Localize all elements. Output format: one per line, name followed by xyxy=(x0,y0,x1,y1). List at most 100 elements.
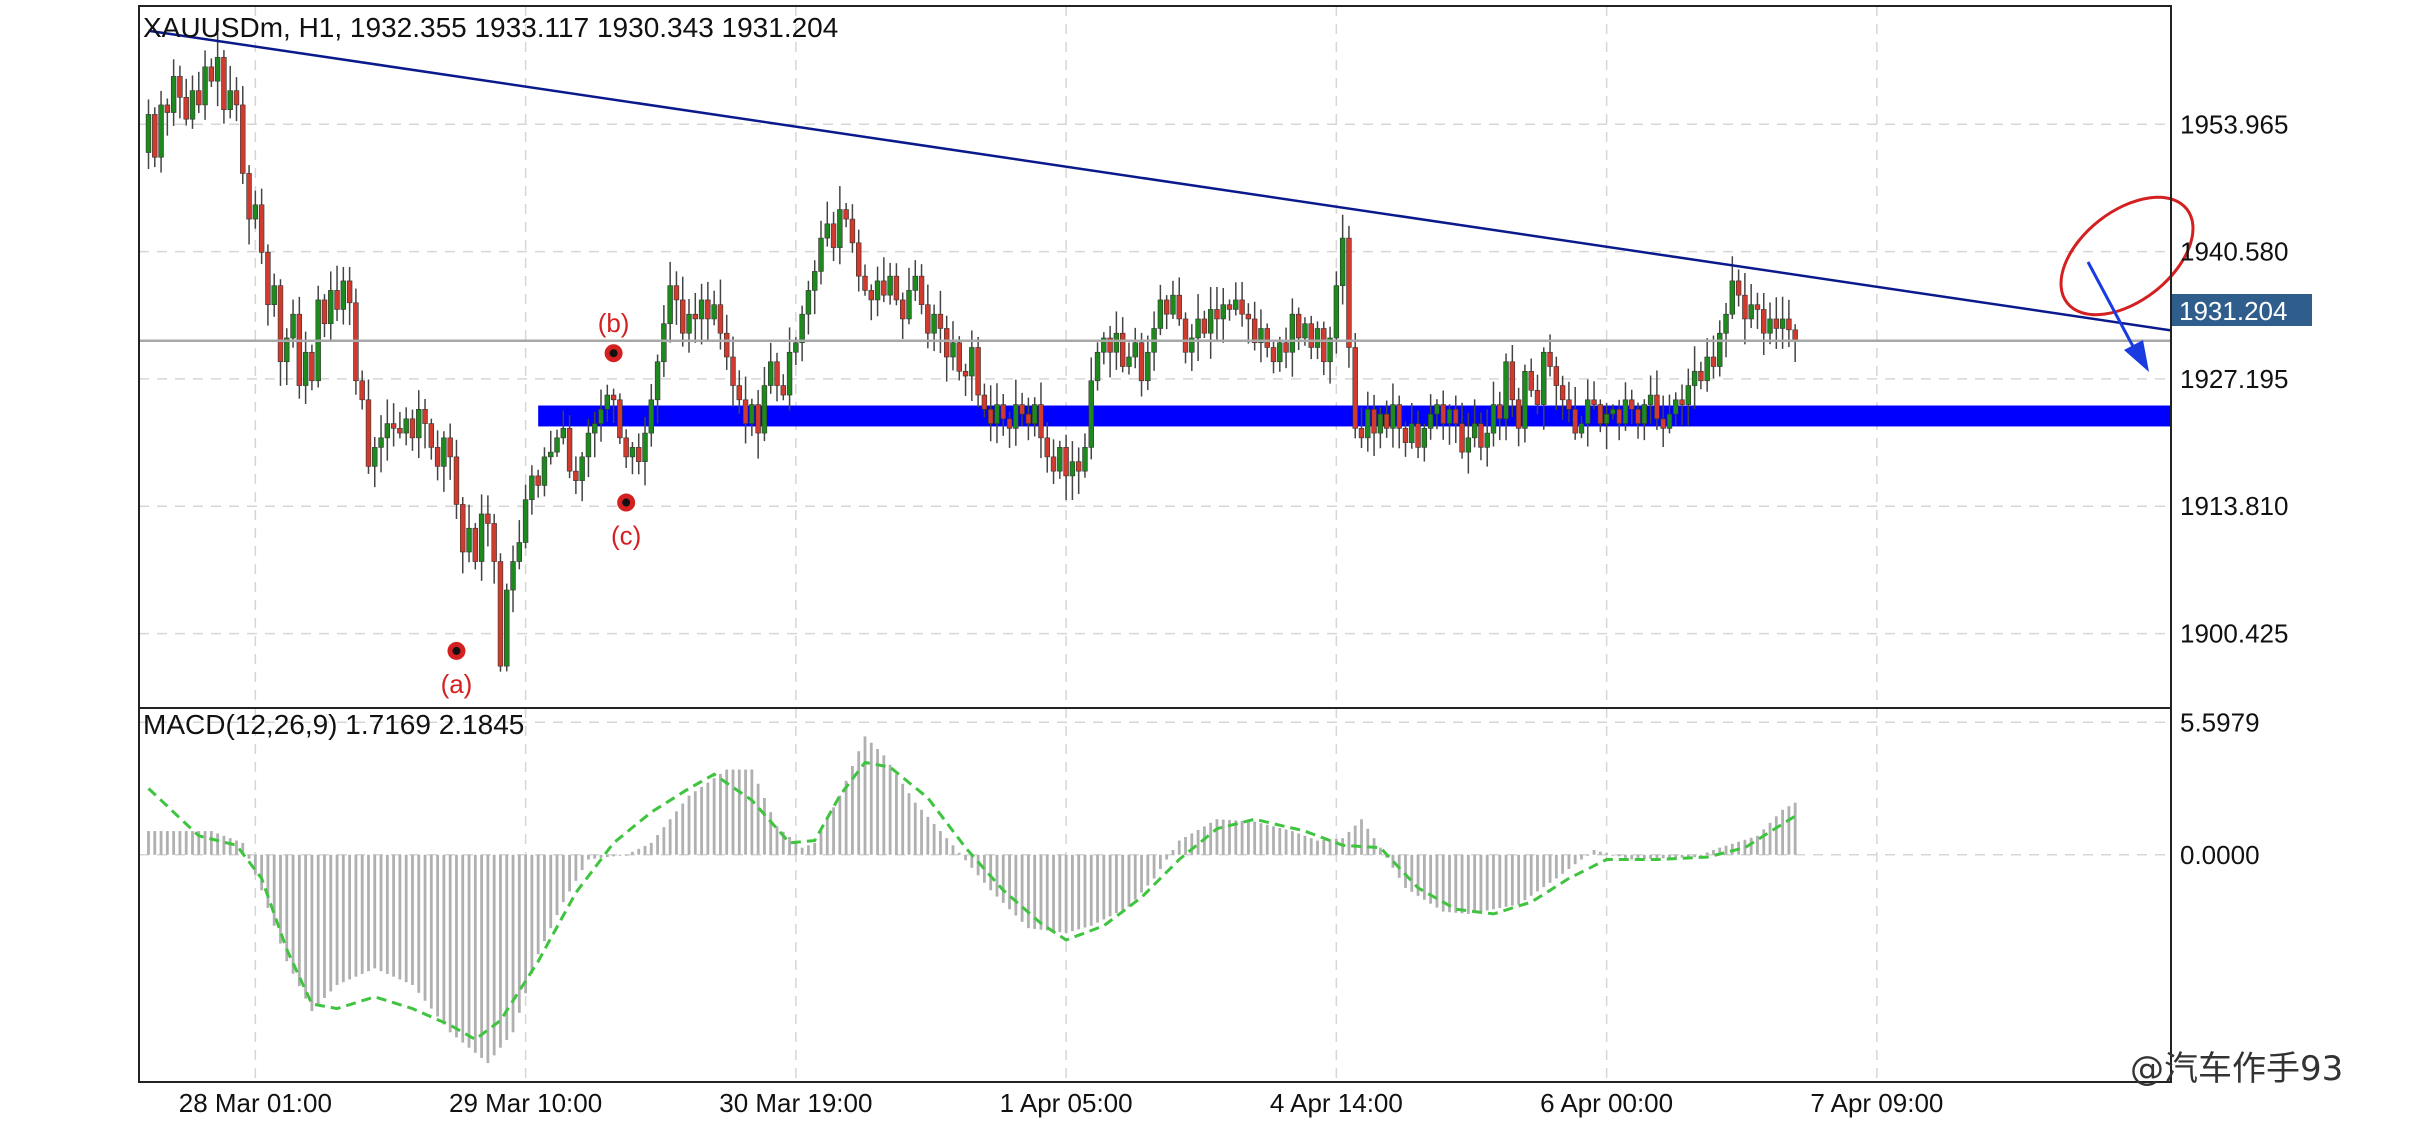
candle xyxy=(1006,411,1013,448)
candle xyxy=(227,65,233,119)
macd-bar xyxy=(530,854,534,974)
macd-bar xyxy=(379,854,383,972)
candle-body xyxy=(1541,351,1547,405)
macd-bar xyxy=(1756,835,1759,855)
candle xyxy=(409,409,416,451)
macd-bar xyxy=(1793,802,1797,855)
candle xyxy=(284,328,290,386)
candle xyxy=(252,190,259,229)
wave-label: (c) xyxy=(611,521,641,551)
macd-bar xyxy=(1133,854,1137,900)
candle xyxy=(1691,346,1698,409)
candle xyxy=(994,383,1000,444)
macd-bar xyxy=(1510,854,1514,906)
candle xyxy=(799,305,805,362)
trendline xyxy=(148,29,2172,332)
candle-body xyxy=(196,90,202,106)
candle xyxy=(529,465,535,515)
candle-body xyxy=(365,399,372,467)
macd-bar xyxy=(1246,821,1250,855)
macd-bar xyxy=(744,769,747,855)
macd-bar xyxy=(1668,854,1671,859)
macd-bar xyxy=(869,742,873,855)
candle-body xyxy=(648,399,655,434)
candle xyxy=(1019,392,1025,426)
candle-body xyxy=(717,304,724,334)
candle xyxy=(485,495,491,547)
candle-body xyxy=(1515,399,1522,429)
macd-bar xyxy=(662,827,666,855)
macd-bar xyxy=(291,854,295,974)
macd-bar xyxy=(1077,854,1081,930)
candle-body xyxy=(265,252,271,305)
candle-body xyxy=(1295,313,1302,339)
candle xyxy=(893,263,900,306)
candle-body xyxy=(372,447,378,467)
macd-bar xyxy=(367,854,370,972)
candle xyxy=(1119,317,1126,373)
candle-body xyxy=(937,313,944,329)
candle-body xyxy=(1138,342,1145,382)
candle-body xyxy=(1157,299,1164,329)
candle-body xyxy=(654,361,661,401)
candle-body xyxy=(1396,404,1402,429)
candle-body xyxy=(1201,318,1208,334)
macd-bar xyxy=(737,769,741,855)
macd-bar xyxy=(1171,850,1175,855)
candle xyxy=(629,441,636,475)
candle-body xyxy=(1082,447,1088,472)
candle-body xyxy=(711,304,717,320)
candle xyxy=(1792,324,1798,363)
candle xyxy=(617,393,623,445)
macd-bar xyxy=(700,786,703,855)
macd-bar xyxy=(1429,854,1433,904)
candle-body xyxy=(1113,332,1120,353)
candle xyxy=(365,379,372,474)
candle xyxy=(453,439,460,520)
candle xyxy=(812,260,818,315)
candle xyxy=(1233,282,1239,316)
wave-label: (a) xyxy=(441,669,473,699)
candle-body xyxy=(893,275,900,301)
candle-body xyxy=(1352,347,1358,429)
candle xyxy=(1063,434,1069,500)
candle-body xyxy=(1044,437,1050,458)
macd-bar xyxy=(1548,854,1552,883)
macd-bar xyxy=(1114,854,1118,914)
candle xyxy=(1138,332,1145,397)
candle-body xyxy=(636,447,642,462)
macd-bar xyxy=(920,809,923,855)
candle-body xyxy=(1245,313,1252,320)
macd-bar xyxy=(763,797,766,855)
macd-bar xyxy=(1027,854,1030,929)
time-tick-label: 1 Apr 05:00 xyxy=(1000,1088,1133,1118)
macd-bar xyxy=(643,845,647,855)
candle xyxy=(516,520,523,570)
candle-body xyxy=(516,542,523,562)
macd-bar xyxy=(681,803,685,855)
candle-body xyxy=(1610,409,1616,415)
candle xyxy=(774,352,780,402)
candle xyxy=(491,513,497,584)
macd-bar xyxy=(1089,854,1093,926)
macd-bar xyxy=(637,848,641,855)
candle-body xyxy=(1308,323,1314,348)
candle xyxy=(302,331,309,404)
macd-bar xyxy=(304,854,308,999)
macd-bar xyxy=(1001,854,1005,903)
candle-body xyxy=(1057,447,1063,472)
macd-bar xyxy=(543,854,546,942)
macd-bar xyxy=(260,854,264,891)
macd-bar xyxy=(1102,854,1106,920)
macd-bar xyxy=(631,851,634,855)
candle-body xyxy=(1333,285,1340,339)
candle xyxy=(1339,214,1346,305)
candle-body xyxy=(1038,404,1044,439)
candle-body xyxy=(1251,318,1258,344)
candle-body xyxy=(485,513,491,524)
candle xyxy=(1383,400,1390,438)
macd-bar xyxy=(649,842,653,855)
wave-point: (c) xyxy=(611,493,641,551)
candle-body xyxy=(453,456,460,505)
candle-body xyxy=(1553,366,1560,386)
